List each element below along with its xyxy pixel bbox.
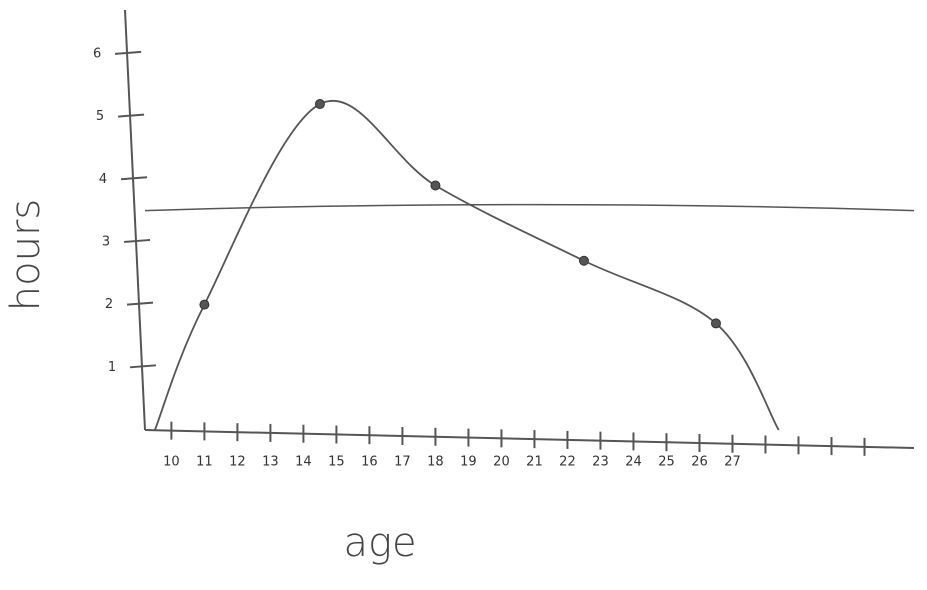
x-tick-label: 18 <box>427 455 444 470</box>
y-tick <box>126 301 154 306</box>
point <box>199 299 210 310</box>
x-tick-label: 25 <box>658 455 675 470</box>
point <box>430 180 441 191</box>
line <box>154 100 780 431</box>
y-tick <box>123 238 151 243</box>
point <box>314 99 325 110</box>
point <box>710 318 721 329</box>
x-tick-label: 27 <box>724 455 741 470</box>
x-tick-label: 11 <box>196 455 213 470</box>
y-tick-label: 3 <box>102 234 110 249</box>
x-tick-label: 23 <box>592 455 609 470</box>
x-axis <box>144 429 915 449</box>
y-tick-label: 1 <box>108 360 116 375</box>
y-tick <box>115 50 142 55</box>
x-tick-label: 15 <box>328 455 345 470</box>
x-tick-label: 16 <box>361 455 378 470</box>
y-tick-label: 4 <box>99 172 107 187</box>
y-tick <box>129 364 157 369</box>
x-tick-label: 19 <box>460 455 477 470</box>
x-tick-label: 26 <box>691 455 708 470</box>
point <box>578 255 589 266</box>
y-tick <box>117 113 145 118</box>
x-tick-label: 24 <box>625 455 642 470</box>
y-tick-label: 6 <box>93 46 101 61</box>
x-tick-label: 13 <box>262 455 279 470</box>
x-tick-label: 12 <box>229 455 246 470</box>
y-axis-title: hours <box>3 199 49 311</box>
x-tick-label: 22 <box>559 455 576 470</box>
x-tick-label: 21 <box>526 455 543 470</box>
y-axis <box>124 9 146 431</box>
y-tick-label: 2 <box>105 297 113 312</box>
y-tick-label: 5 <box>96 109 104 124</box>
x-tick-label: 14 <box>295 455 312 470</box>
x-tick-label: 17 <box>394 455 411 470</box>
x-tick-label: 20 <box>493 455 510 470</box>
y-tick <box>120 176 148 181</box>
x-tick-label: 10 <box>163 455 180 470</box>
x-axis-title: age <box>343 520 416 566</box>
reference-line <box>144 203 915 212</box>
